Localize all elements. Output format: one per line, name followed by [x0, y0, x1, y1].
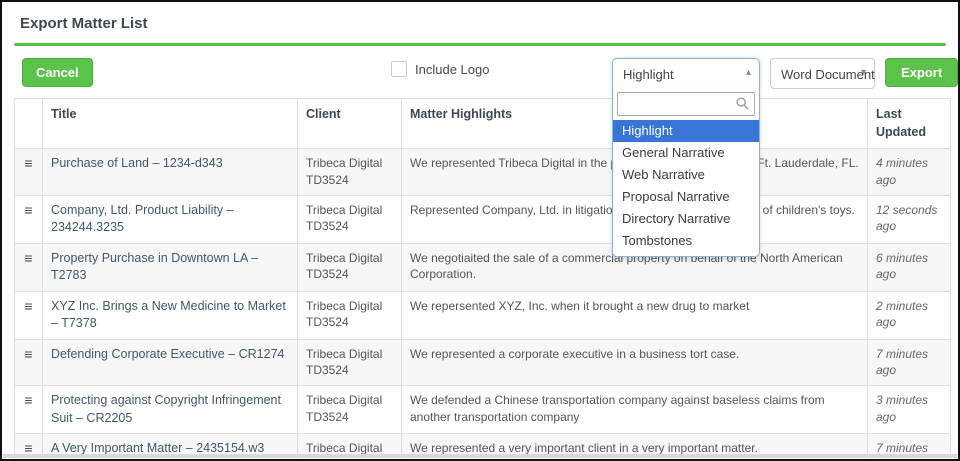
- drag-handle-icon[interactable]: ≡: [24, 440, 33, 457]
- matter-title[interactable]: Protecting against Copyright Infringemen…: [42, 385, 298, 435]
- matter-last-updated: 3 minutes ago: [867, 385, 951, 435]
- table-row: ≡ A Very Important Matter – 2435154.w3 T…: [14, 433, 951, 459]
- export-format-select[interactable]: Word Document ▾: [770, 58, 875, 89]
- drag-handle-icon[interactable]: ≡: [24, 345, 33, 362]
- cancel-button[interactable]: Cancel: [22, 58, 93, 87]
- matter-last-updated: 12 seconds ago: [867, 194, 951, 244]
- export-button[interactable]: Export: [885, 58, 958, 87]
- drag-handle-icon[interactable]: ≡: [24, 249, 33, 266]
- drag-handle-icon[interactable]: ≡: [24, 155, 33, 171]
- drag-handle-icon[interactable]: ≡: [24, 297, 33, 314]
- matter-table: Title Client Matter Highlights Last Upda…: [14, 98, 951, 459]
- dropdown-search-input[interactable]: [617, 92, 755, 116]
- dropdown-option-highlight[interactable]: Highlight: [613, 120, 759, 142]
- matter-title[interactable]: Company, Ltd. Product Liability – 234244…: [42, 194, 298, 244]
- column-header-client: Client: [297, 98, 402, 149]
- matter-last-updated: 2 minutes ago: [867, 290, 951, 340]
- matter-last-updated: 4 minutes ago: [867, 148, 951, 196]
- drag-handle-icon[interactable]: ≡: [24, 392, 33, 409]
- table-header-row: Title Client Matter Highlights Last Upda…: [14, 98, 951, 149]
- caret-down-icon: ▾: [860, 67, 866, 78]
- dropdown-option-proposal-narrative[interactable]: Proposal Narrative: [622, 189, 730, 204]
- matter-highlights: We represented a corporate executive in …: [401, 338, 868, 387]
- table-row: ≡ Defending Corporate Executive – CR1274…: [14, 338, 951, 387]
- header-divider: [14, 43, 946, 46]
- export-type-dropdown: Highlight General Narrative Web Narrativ…: [612, 88, 760, 257]
- include-logo-option: Include Logo: [391, 61, 489, 77]
- dropdown-search: [617, 92, 755, 116]
- column-header-handle: [14, 98, 43, 149]
- dropdown-option-general-narrative[interactable]: General Narrative: [622, 145, 725, 160]
- table-row: ≡ Purchase of Land – 1234-d343 Tribeca D…: [14, 148, 951, 196]
- include-logo-label[interactable]: Include Logo: [415, 61, 490, 77]
- caret-up-icon: ▴: [745, 67, 751, 78]
- dialog-header: Export Matter List: [2, 2, 958, 43]
- matter-title[interactable]: Defending Corporate Executive – CR1274: [42, 338, 298, 387]
- include-logo-checkbox[interactable]: [391, 61, 407, 77]
- matter-title[interactable]: Property Purchase in Downtown LA – T2783: [42, 242, 298, 292]
- dropdown-option-web-narrative[interactable]: Web Narrative: [622, 167, 705, 182]
- export-toolbar: Cancel Include Logo Highlight ▴ Highligh…: [2, 46, 958, 257]
- column-header-title: Title: [42, 98, 298, 149]
- matter-title[interactable]: Purchase of Land – 1234-d343: [42, 148, 298, 196]
- table-row: ≡ Property Purchase in Downtown LA – T27…: [14, 242, 951, 292]
- table-row: ≡ XYZ Inc. Brings a New Medicine to Mark…: [14, 290, 951, 340]
- horizontal-scrollbar[interactable]: [3, 454, 957, 458]
- search-icon: [736, 97, 749, 115]
- matter-title[interactable]: XYZ Inc. Brings a New Medicine to Market…: [42, 290, 298, 340]
- page-title: Export Matter List: [20, 15, 148, 32]
- matter-last-updated: 6 minutes ago: [867, 242, 951, 292]
- dropdown-option-directory-narrative[interactable]: Directory Narrative: [622, 211, 731, 226]
- matter-highlights: We defended a Chinese transportation com…: [401, 385, 868, 435]
- matter-highlights: We repersented XYZ, Inc. when it brought…: [401, 290, 868, 340]
- table-row: ≡ Company, Ltd. Product Liability – 2342…: [14, 194, 951, 244]
- table-row: ≡ Protecting against Copyright Infringem…: [14, 385, 951, 435]
- drag-handle-icon[interactable]: ≡: [24, 201, 33, 218]
- column-header-last-updated: Last Updated: [867, 98, 951, 149]
- matter-last-updated: 7 minutes ago: [867, 338, 951, 387]
- dropdown-options-list: Highlight General Narrative Web Narrativ…: [613, 120, 759, 252]
- export-type-select[interactable]: Highlight ▴: [612, 58, 760, 89]
- dropdown-option-tombstones[interactable]: Tombstones: [622, 233, 693, 248]
- export-format-value: Word Document: [781, 67, 875, 82]
- export-type-value: Highlight: [623, 67, 674, 82]
